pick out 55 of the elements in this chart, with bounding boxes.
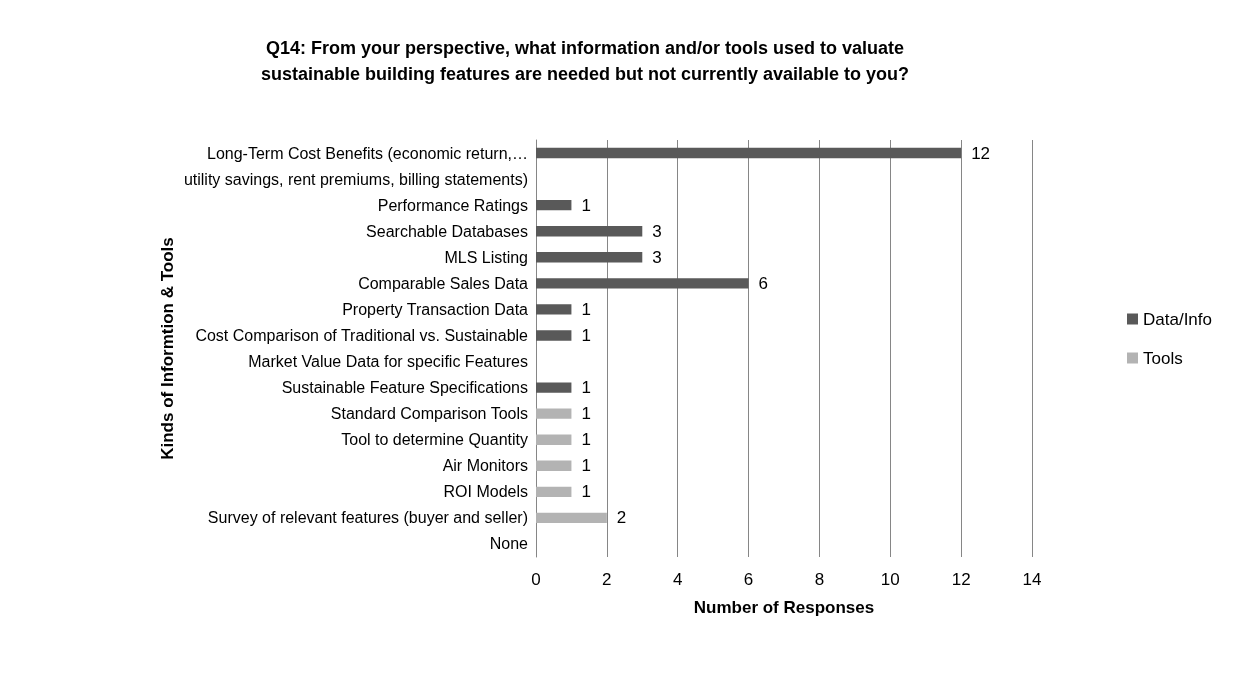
bar xyxy=(536,304,572,315)
bar xyxy=(536,486,572,498)
bar xyxy=(536,147,962,159)
x-axis-title: Number of Responses xyxy=(693,598,875,617)
y-tick-label: Long-Term Cost Benefits (economic return,… xyxy=(206,144,528,162)
data-label: 1 xyxy=(581,404,591,424)
bar xyxy=(536,382,572,393)
bar xyxy=(536,434,572,445)
y-tick-label: Performance Ratings xyxy=(377,196,528,214)
legend-label: Data/Info xyxy=(1143,309,1213,329)
y-tick-label: utility savings, rent premiums, billing statements) xyxy=(183,170,528,188)
y-tick-label: Survey of relevant features (buyer and seller) xyxy=(207,509,528,527)
data-label: 1 xyxy=(581,325,591,345)
data-label: 3 xyxy=(652,247,662,267)
bar xyxy=(536,408,572,419)
y-axis-title: Kinds of Informtion & Tools xyxy=(158,237,177,460)
bar xyxy=(536,252,643,263)
bar xyxy=(536,512,607,524)
bar xyxy=(536,278,749,289)
data-label: 12 xyxy=(971,143,991,163)
y-tick-label: Air Monitors xyxy=(442,457,528,475)
y-tick-label: Sustainable Feature Specifications xyxy=(281,379,528,397)
y-tick-label: Cost Comparison of Traditional vs. Sustainable xyxy=(195,326,529,344)
x-tick-label: 8 xyxy=(814,570,825,589)
bar xyxy=(536,330,572,341)
bar xyxy=(536,226,643,237)
x-tick-label: 14 xyxy=(1022,570,1042,589)
x-tick-label: 12 xyxy=(951,570,971,589)
data-label: 1 xyxy=(581,482,591,502)
data-label: 1 xyxy=(581,430,591,450)
y-tick-label: Searchable Databases xyxy=(366,222,528,240)
y-tick-label: Comparable Sales Data xyxy=(358,274,529,292)
data-label: 2 xyxy=(616,508,627,528)
x-tick-label: 4 xyxy=(672,570,683,589)
bar xyxy=(536,460,572,471)
y-tick-label: Standard Comparison Tools xyxy=(330,405,528,423)
data-label: 3 xyxy=(652,221,662,241)
y-tick-label: Tool to determine Quantity xyxy=(341,431,528,449)
y-tick-label: None xyxy=(489,535,529,553)
bar xyxy=(536,199,572,211)
data-label: 1 xyxy=(581,195,591,215)
chart-title: Q14: From your perspective, what information and/or tools used to valuate sustainable building features are needed but not currently available to you? xyxy=(260,38,910,84)
x-tick-label: 6 xyxy=(743,570,754,589)
data-label: 1 xyxy=(581,299,591,319)
x-tick-label: 0 xyxy=(531,570,541,589)
y-tick-label: Market Value Data for specific Features xyxy=(248,353,528,371)
data-label: 6 xyxy=(758,273,769,293)
legend-label: Tools xyxy=(1143,348,1183,368)
data-label: 1 xyxy=(581,456,591,476)
y-tick-label: Property Transaction Data xyxy=(342,300,529,318)
y-tick-label: ROI Models xyxy=(443,483,528,501)
data-label: 1 xyxy=(581,378,591,398)
y-tick-label: MLS Listing xyxy=(444,248,528,266)
x-tick-label: 2 xyxy=(602,570,612,589)
x-tick-label: 10 xyxy=(880,570,900,589)
